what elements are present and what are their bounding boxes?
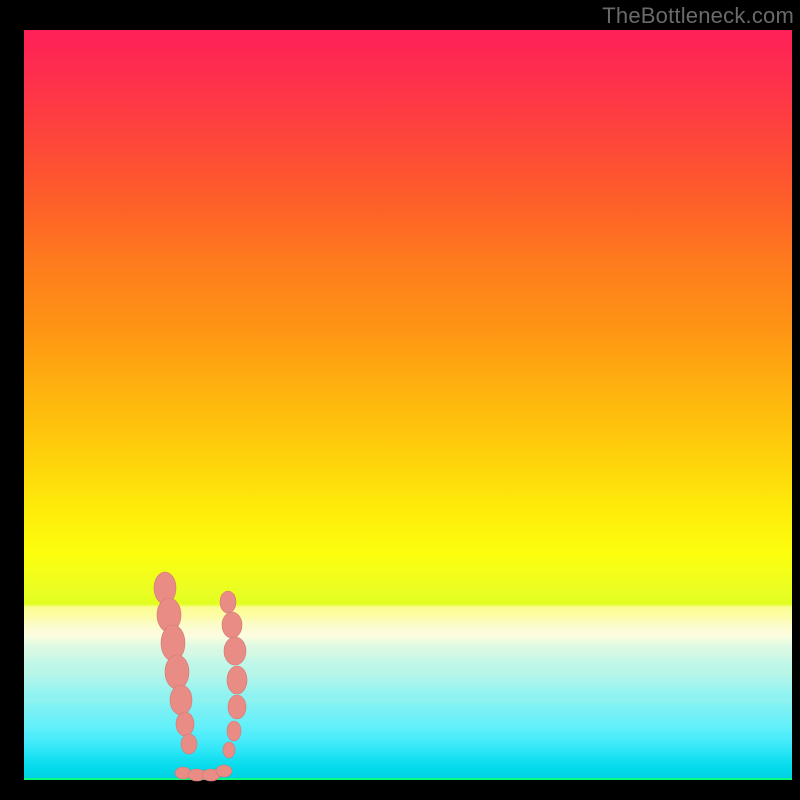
chart-frame: TheBottleneck.com [0, 0, 800, 800]
watermark-text: TheBottleneck.com [602, 3, 794, 29]
chart-plot-area [24, 30, 792, 780]
